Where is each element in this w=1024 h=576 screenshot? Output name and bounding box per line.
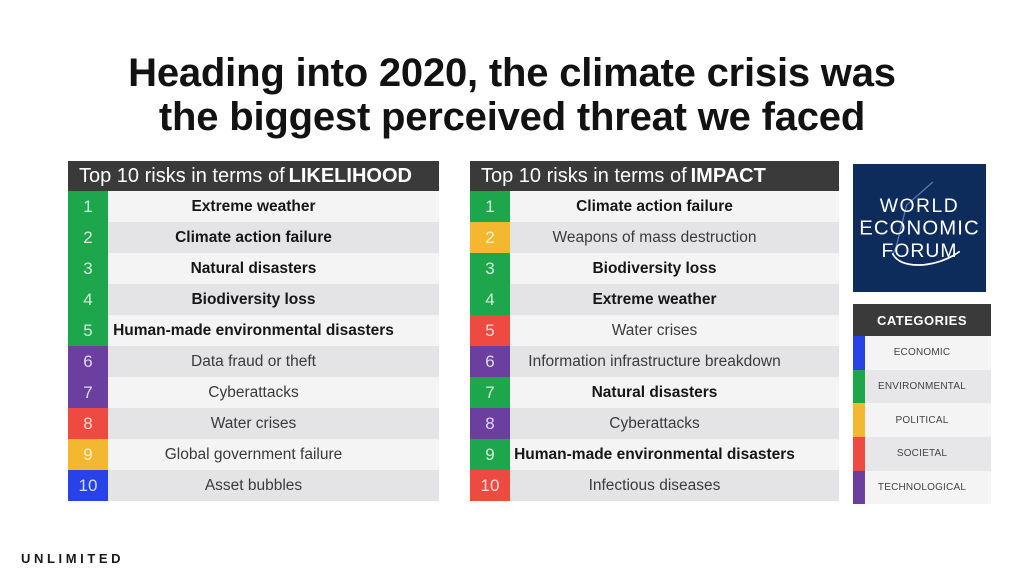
svg-text:ECONOMIC: ECONOMIC (859, 217, 980, 239)
svg-text:FORUM: FORUM (882, 240, 958, 262)
svg-text:WORLD: WORLD (880, 195, 959, 217)
